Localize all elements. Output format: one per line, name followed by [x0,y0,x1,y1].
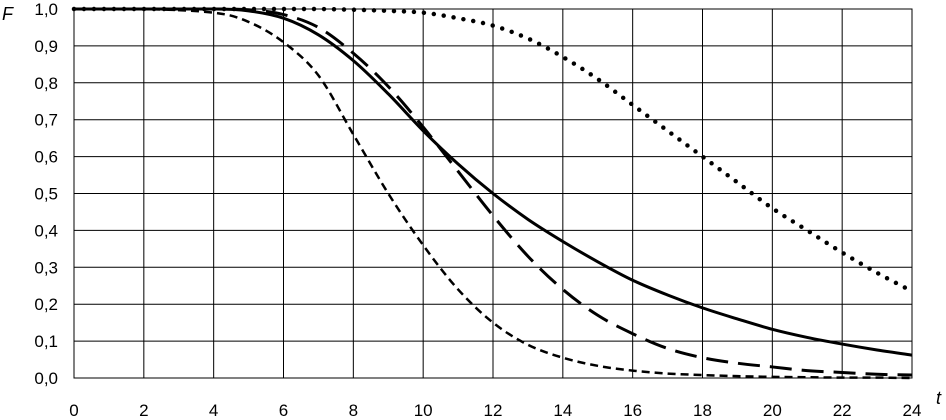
series-line-short-dash [74,7,913,380]
y-tick-label: 0,6 [34,148,58,167]
y-tick-label: 0,7 [34,111,58,130]
x-tick-label: 24 [903,401,922,420]
y-tick-label: 0,0 [34,369,58,388]
x-tick-label: 14 [553,401,572,420]
x-tick-label: 12 [484,401,503,420]
x-tick-label: 16 [623,401,642,420]
x-tick-label: 18 [693,401,712,420]
y-tick-label: 0,5 [34,185,58,204]
y-tick-label: 1,0 [34,0,58,19]
tick-labels: 0 2 4 6 8 10 12 14 16 18 20 22 240,00,10,20,30,40,50… [34,0,921,420]
y-tick-label: 0,1 [34,332,58,351]
x-tick-label: 8 [349,401,358,420]
plot-frame [73,8,913,379]
x-tick-label: 4 [209,401,218,420]
y-tick-label: 0,9 [34,37,58,56]
y-tick-label: 0,8 [34,74,58,93]
series-line-solid [74,7,913,357]
x-tick-label: 10 [414,401,433,420]
y-tick-label: 0,3 [34,258,58,277]
x-axis-label: t [936,388,942,408]
y-tick-label: 0,4 [34,221,58,240]
x-tick-label: 2 [139,401,148,420]
y-tick-label: 0,2 [34,295,58,314]
series-line-long-dash [74,7,913,377]
x-tick-label: 6 [279,401,288,420]
x-tick-label: 20 [763,401,782,420]
y-axis-label: F [2,4,14,24]
x-tick-label: 22 [833,401,852,420]
x-tick-label: 0 [69,401,78,420]
